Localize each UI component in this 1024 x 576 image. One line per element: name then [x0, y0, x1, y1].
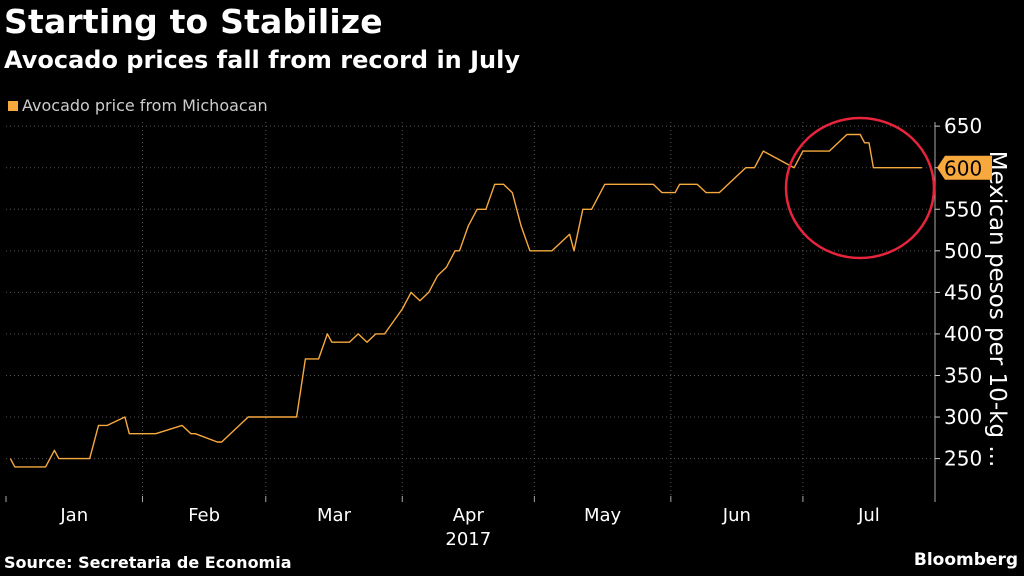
source-note: Source: Secretaria de Economia — [4, 553, 292, 572]
y-tick-label: 450 — [944, 280, 982, 304]
x-tick-label: Apr — [453, 505, 485, 526]
y-tick-label: 250 — [944, 447, 982, 471]
y-axis-title: Mexican pesos per 10-kg ... — [984, 151, 1010, 468]
grid — [6, 122, 935, 496]
x-tick-label: Jul — [857, 505, 880, 526]
legend-label: Avocado price from Michoacan — [22, 96, 268, 115]
x-tick-label: May — [584, 505, 622, 526]
x-tick-label: Mar — [317, 505, 352, 526]
y-tick-label: 500 — [944, 239, 982, 263]
x-tick-label: Jun — [722, 505, 751, 526]
x-year-label: 2017 — [445, 529, 491, 550]
annotations: 600 — [784, 116, 992, 260]
series-layer — [9, 133, 922, 468]
y-tick-label: 550 — [944, 197, 982, 221]
x-tick-label: Jan — [59, 505, 88, 526]
legend: Avocado price from Michoacan — [8, 96, 268, 115]
highlight-circle — [784, 116, 936, 260]
series-line — [9, 133, 922, 468]
brand-logo: Bloomberg — [913, 550, 1018, 570]
last-value-tag — [937, 155, 992, 180]
chart-subtitle: Avocado prices fall from record in July — [4, 46, 521, 74]
y-tick-label: 400 — [944, 322, 982, 346]
x-tick-label: Feb — [188, 505, 220, 526]
y-tick-label: 300 — [944, 405, 982, 429]
axes: 250 300 350 400 450 500 550 600 650 Jan Feb Mar Apr M… — [5, 114, 1010, 550]
y-tick-label: 350 — [944, 363, 982, 387]
chart-title: Starting to Stabilize — [4, 2, 383, 41]
legend-swatch — [8, 100, 18, 111]
last-value-label: 600 — [944, 157, 982, 181]
y-tick-label: 650 — [944, 114, 982, 138]
